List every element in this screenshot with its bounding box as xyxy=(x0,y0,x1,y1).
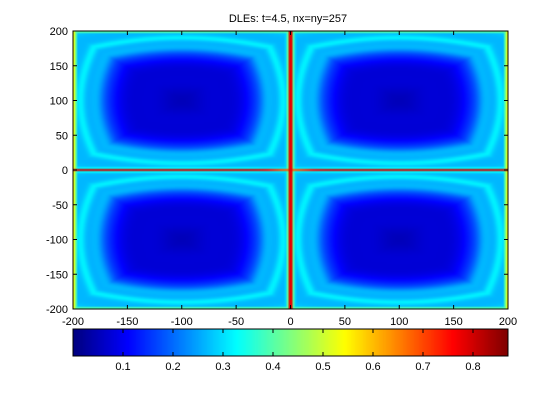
colorbar-tick-label: 0.6 xyxy=(365,361,380,373)
x-tick-label: 0 xyxy=(287,316,293,328)
x-tick-label: 50 xyxy=(339,316,351,328)
y-tick-label: -200 xyxy=(46,304,68,316)
y-tick-label: 100 xyxy=(50,96,68,108)
y-axis: 200 150 100 50 0 -50 -100 -150 -200 xyxy=(46,26,508,316)
colorbar-tick-label: 0.8 xyxy=(465,361,480,373)
x-tick-label: 150 xyxy=(444,316,462,328)
colorbar-tick-label: 0.3 xyxy=(215,361,230,373)
colorbar: 0.1 0.2 0.3 0.4 0.5 0.6 0.7 0.8 xyxy=(72,328,509,373)
x-tick-label: 100 xyxy=(390,316,408,328)
x-tick-label: 200 xyxy=(499,316,517,328)
colorbar-frame xyxy=(72,328,509,357)
colorbar-ticks: 0.1 0.2 0.3 0.4 0.5 0.6 0.7 0.8 xyxy=(115,329,481,373)
x-axis: -200 -150 -100 -50 0 50 100 150 200 xyxy=(62,31,517,328)
colorbar-gradient xyxy=(73,329,508,356)
colorbar-tick-label: 0.4 xyxy=(265,361,280,373)
y-tick-label: 200 xyxy=(50,26,68,38)
y-tick-label: 150 xyxy=(50,61,68,73)
colorbar-tick-label: 0.2 xyxy=(165,361,180,373)
colorbar-tick-label: 0.1 xyxy=(115,361,130,373)
x-tick-label: -200 xyxy=(62,316,84,328)
y-tick-label: -100 xyxy=(46,235,68,247)
chart-title: DLEs: t=4.5, nx=ny=257 xyxy=(229,13,347,25)
colorbar-tick-label: 0.7 xyxy=(415,361,430,373)
y-tick-label: 50 xyxy=(56,130,68,142)
colorbar-tick-label: 0.5 xyxy=(315,361,330,373)
plot-area xyxy=(72,30,509,310)
y-tick-label: -150 xyxy=(46,269,68,281)
y-tick-label: -50 xyxy=(52,200,68,212)
heatmap-image xyxy=(73,31,508,309)
x-tick-label: -150 xyxy=(116,316,138,328)
x-tick-label: -50 xyxy=(228,316,244,328)
y-tick-label: 0 xyxy=(62,165,68,177)
x-tick-label: -100 xyxy=(171,316,193,328)
